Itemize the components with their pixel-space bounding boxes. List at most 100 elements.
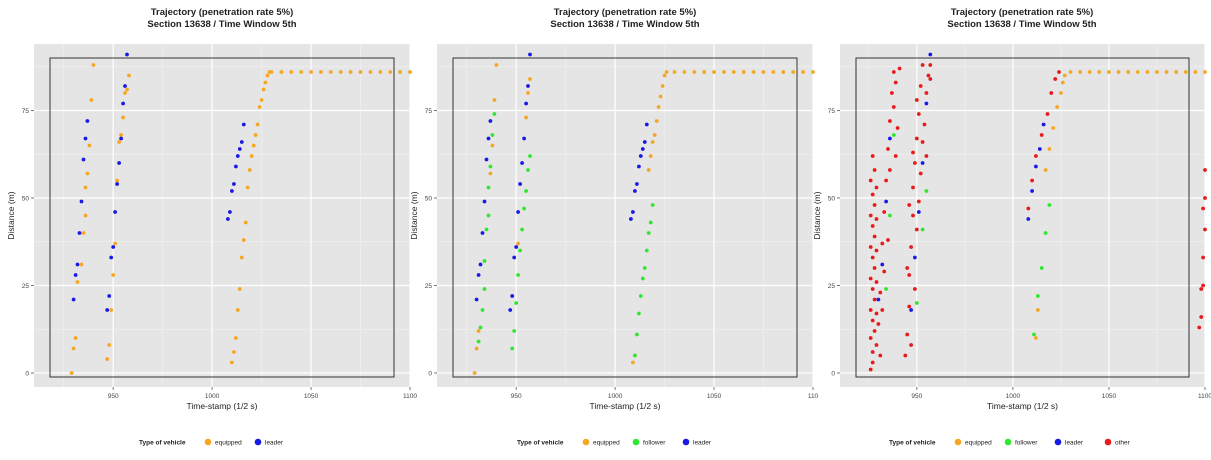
point-leader	[117, 161, 121, 165]
point-follower	[476, 339, 481, 344]
point-leader	[125, 52, 129, 57]
point-equipped	[472, 371, 477, 375]
point-follower	[488, 164, 493, 169]
point-equipped	[123, 91, 127, 95]
point-other	[911, 150, 915, 155]
point-leader	[115, 182, 119, 186]
x-tick-label: 1050	[304, 393, 319, 400]
y-tick-label: 25	[22, 283, 30, 290]
point-equipped	[741, 70, 746, 74]
point-follower	[642, 266, 647, 270]
point-equipped	[358, 70, 363, 74]
point-equipped	[234, 336, 238, 340]
legend-key-leader	[254, 438, 262, 446]
point-equipped	[261, 87, 266, 92]
point-other	[868, 276, 873, 281]
point-follower	[1039, 266, 1044, 270]
point-other	[907, 304, 912, 309]
point-equipped	[289, 70, 294, 74]
chart-subtitle: Section 13638 / Time Window 5th	[550, 19, 699, 30]
point-follower	[514, 301, 519, 305]
point-equipped	[650, 140, 655, 144]
point-leader	[888, 136, 892, 141]
point-equipped	[1116, 70, 1121, 74]
plot-panel	[437, 44, 813, 387]
point-follower	[518, 248, 522, 253]
point-follower	[650, 203, 655, 207]
point-equipped	[1174, 70, 1179, 74]
y-tick-label: 0	[831, 371, 835, 378]
point-leader	[71, 297, 76, 302]
point-leader	[111, 245, 116, 249]
point-equipped	[69, 371, 74, 375]
point-equipped	[237, 287, 242, 291]
point-other	[914, 98, 919, 102]
point-leader	[512, 255, 517, 260]
legend-label-equipped: equipped	[593, 440, 620, 447]
point-equipped	[1203, 70, 1207, 74]
point-other	[1049, 91, 1054, 95]
y-tick-label: 25	[425, 283, 433, 290]
legend-label-leader: leader	[693, 440, 712, 447]
point-equipped	[111, 273, 116, 277]
point-equipped	[751, 70, 756, 74]
y-tick-label: 50	[22, 196, 30, 203]
point-leader	[73, 273, 78, 277]
point-equipped	[476, 329, 481, 333]
point-equipped	[811, 70, 815, 74]
point-equipped	[664, 70, 669, 74]
point-leader	[77, 231, 82, 235]
point-equipped	[269, 70, 274, 74]
point-other	[874, 217, 879, 221]
point-equipped	[79, 262, 84, 267]
point-follower	[524, 189, 528, 193]
point-equipped	[119, 133, 123, 137]
point-leader	[924, 101, 929, 106]
inner-frame	[49, 57, 395, 378]
point-equipped	[692, 70, 697, 74]
point-leader	[635, 182, 639, 186]
point-follower	[522, 206, 526, 211]
legend-title: Type of vehicle	[139, 440, 186, 447]
point-equipped	[648, 154, 653, 158]
point-other	[868, 336, 873, 340]
point-equipped	[81, 231, 86, 235]
point-equipped	[83, 185, 88, 190]
point-leader	[107, 294, 112, 298]
y-tick-label: 25	[828, 283, 836, 290]
point-follower	[648, 220, 653, 225]
point-follower	[510, 346, 515, 351]
point-follower	[920, 227, 925, 232]
point-other	[1034, 154, 1038, 158]
y-tick-label: 0	[25, 371, 29, 378]
point-other	[884, 178, 888, 183]
point-equipped	[121, 115, 125, 120]
point-other	[880, 241, 885, 246]
point-equipped	[243, 220, 248, 225]
point-other	[876, 322, 881, 326]
point-equipped	[309, 70, 313, 74]
point-equipped	[105, 357, 110, 361]
legend-key-other	[1104, 438, 1112, 446]
chart-title: Trajectory (penetration rate 5%)	[951, 7, 1094, 18]
legend-key-equipped	[582, 438, 590, 446]
point-leader	[109, 255, 114, 260]
point-follower	[640, 276, 645, 281]
point-leader	[119, 136, 123, 141]
point-follower	[638, 294, 643, 298]
point-other	[907, 203, 912, 207]
point-leader	[916, 210, 921, 214]
point-equipped	[660, 84, 665, 88]
point-other	[888, 168, 892, 172]
point-equipped	[85, 171, 90, 176]
point-other	[878, 353, 883, 358]
y-tick-label: 50	[425, 196, 433, 203]
point-equipped	[646, 168, 651, 172]
point-equipped	[490, 143, 495, 148]
y-axis-label: Distance (m)	[812, 191, 822, 239]
point-other	[926, 73, 931, 78]
point-other	[913, 161, 917, 165]
point-other	[868, 367, 873, 372]
point-other	[1039, 133, 1044, 137]
